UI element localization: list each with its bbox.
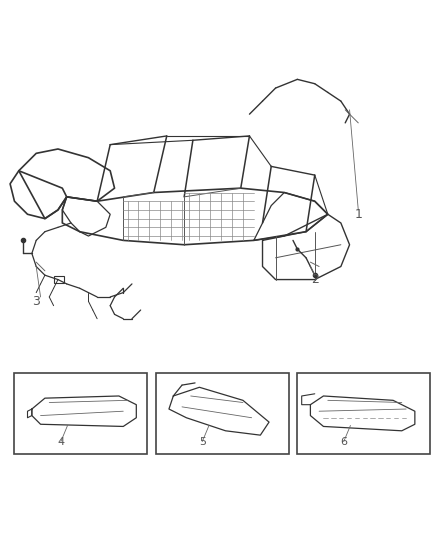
- Text: 4: 4: [57, 437, 64, 447]
- Text: 1: 1: [354, 208, 362, 221]
- Text: 6: 6: [340, 437, 347, 447]
- Bar: [156, 373, 289, 454]
- Text: 3: 3: [32, 295, 40, 308]
- Bar: [297, 373, 430, 454]
- Text: 5: 5: [199, 437, 206, 447]
- Bar: [53, 276, 64, 284]
- Bar: [14, 373, 147, 454]
- Text: 2: 2: [311, 273, 319, 286]
